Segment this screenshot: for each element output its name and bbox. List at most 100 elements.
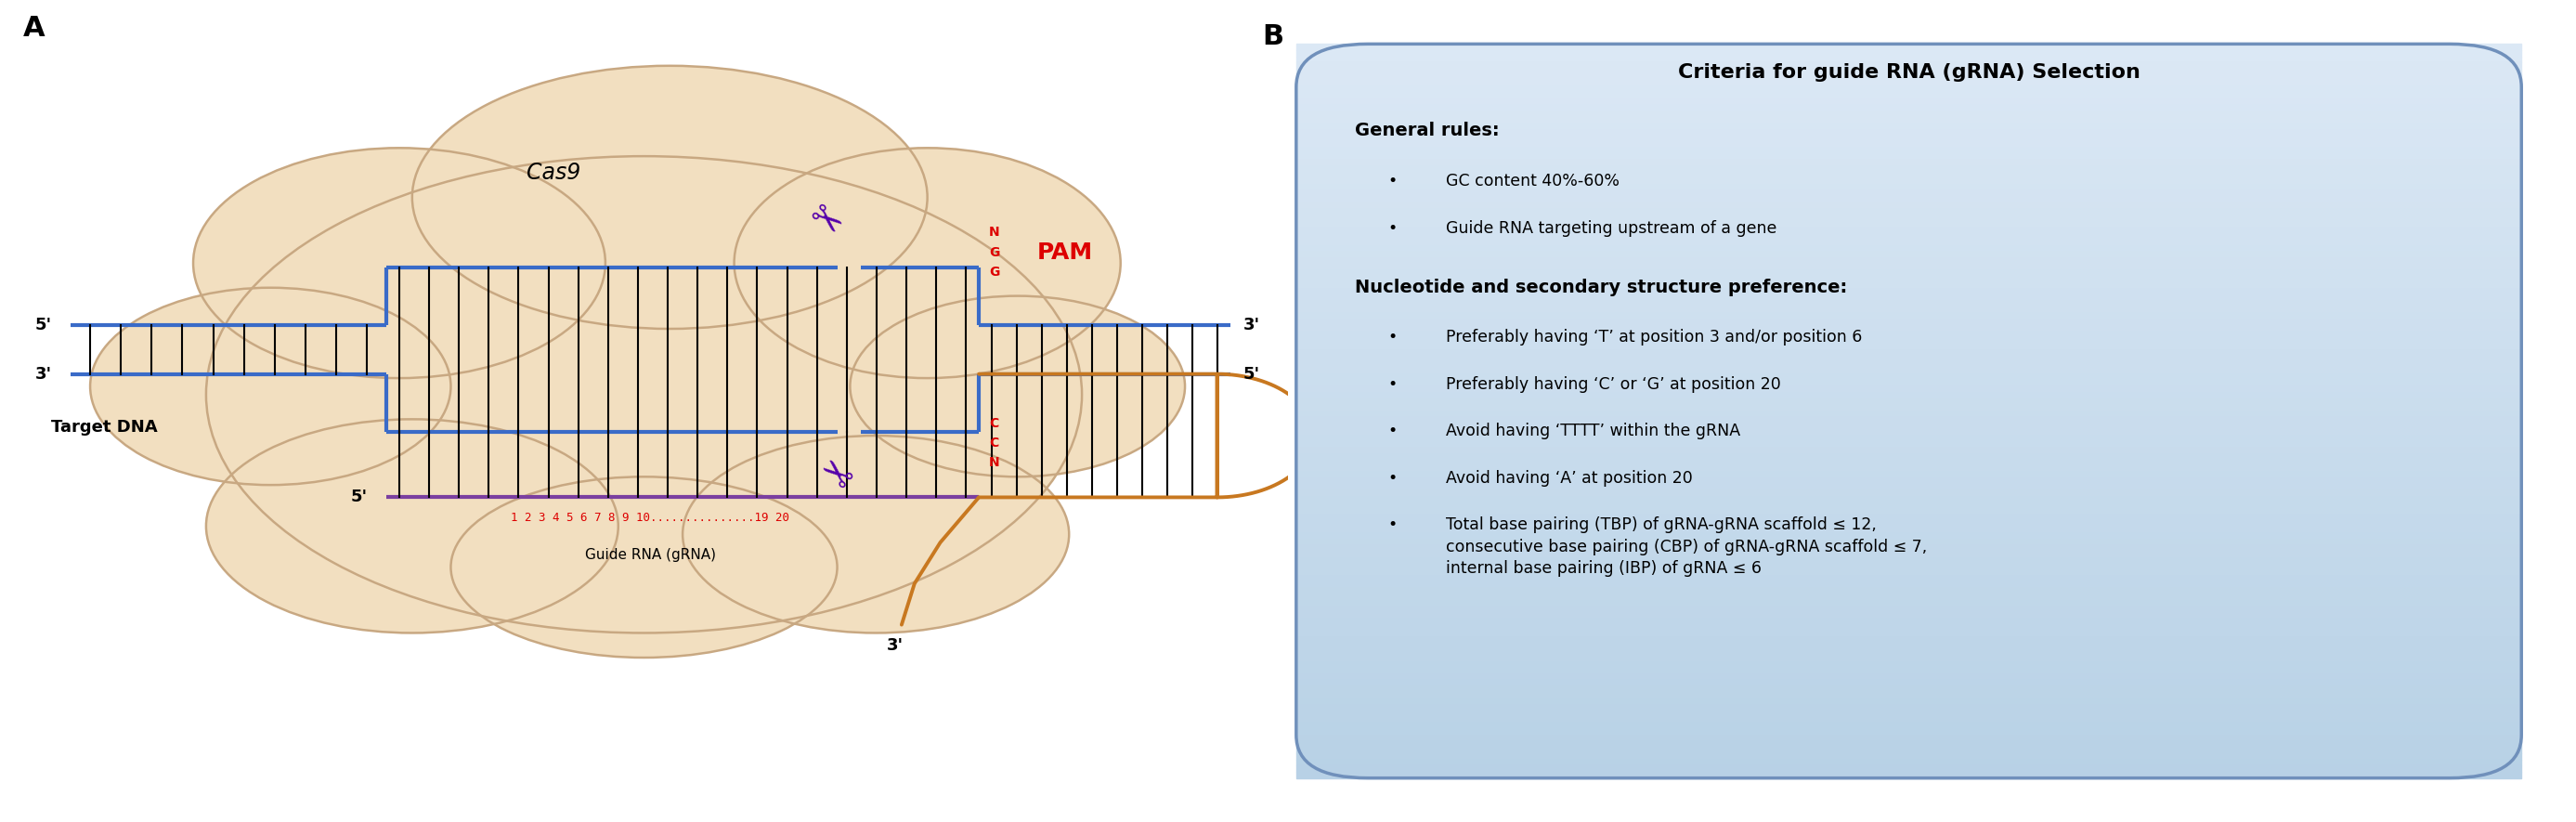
Bar xyxy=(1296,558,2522,564)
Bar xyxy=(1296,233,2522,240)
Bar xyxy=(1296,527,2522,533)
Bar xyxy=(1296,252,2522,258)
Bar xyxy=(1296,356,2522,362)
Bar xyxy=(1296,674,2522,680)
Text: Nucleotide and secondary structure preference:: Nucleotide and secondary structure prefe… xyxy=(1355,278,1847,296)
Text: •: • xyxy=(1388,516,1396,533)
Text: PAM: PAM xyxy=(1036,241,1092,264)
Text: G: G xyxy=(989,266,999,279)
Text: 1 2 3 4 5 6 7 8 9 10...............19 20: 1 2 3 4 5 6 7 8 9 10...............19 20 xyxy=(510,512,791,524)
Bar xyxy=(1296,313,2522,319)
Text: ✂: ✂ xyxy=(799,196,850,247)
Bar xyxy=(1296,589,2522,594)
Bar xyxy=(1296,56,2522,62)
Bar xyxy=(1296,429,2522,436)
Bar xyxy=(1296,136,2522,142)
Text: 3': 3' xyxy=(1244,316,1260,333)
Bar xyxy=(1296,662,2522,668)
Text: 5': 5' xyxy=(1244,366,1260,382)
Bar xyxy=(1296,509,2522,515)
Bar xyxy=(1296,448,2522,454)
Bar xyxy=(1296,411,2522,417)
Bar xyxy=(1296,680,2522,686)
Bar xyxy=(1296,503,2522,509)
Text: Cas9: Cas9 xyxy=(528,161,580,184)
Text: General rules:: General rules: xyxy=(1355,122,1499,140)
Bar xyxy=(1296,123,2522,130)
Bar xyxy=(1296,491,2522,496)
Bar xyxy=(1296,381,2522,386)
Bar xyxy=(1296,582,2522,589)
Bar xyxy=(1296,649,2522,656)
Bar xyxy=(1296,570,2522,576)
Bar xyxy=(1296,295,2522,301)
Bar xyxy=(1296,637,2522,644)
Text: 5': 5' xyxy=(33,316,52,333)
Ellipse shape xyxy=(683,436,1069,633)
Ellipse shape xyxy=(412,66,927,329)
Text: Guide RNA targeting upstream of a gene: Guide RNA targeting upstream of a gene xyxy=(1445,219,1777,237)
Text: N: N xyxy=(989,226,999,239)
Bar xyxy=(1296,399,2522,405)
Bar xyxy=(1296,772,2522,778)
Bar xyxy=(1296,283,2522,289)
Bar xyxy=(1296,741,2522,747)
Bar xyxy=(1296,766,2522,772)
Text: •: • xyxy=(1388,376,1396,393)
Bar xyxy=(1296,87,2522,93)
Bar xyxy=(1296,393,2522,399)
Bar xyxy=(1296,331,2522,338)
Bar xyxy=(1296,423,2522,429)
Bar xyxy=(1296,368,2522,374)
Bar xyxy=(1296,613,2522,619)
Bar xyxy=(1296,338,2522,344)
Bar xyxy=(1296,185,2522,191)
Ellipse shape xyxy=(734,148,1121,378)
Bar xyxy=(1296,478,2522,484)
Bar xyxy=(1296,515,2522,521)
Bar xyxy=(1296,625,2522,631)
Bar xyxy=(1296,307,2522,313)
Bar xyxy=(1296,466,2522,472)
Bar xyxy=(1296,546,2522,552)
Text: Avoid having ‘TTTT’ within the gRNA: Avoid having ‘TTTT’ within the gRNA xyxy=(1445,423,1741,440)
Bar xyxy=(1296,166,2522,173)
Text: •: • xyxy=(1388,469,1396,487)
Text: 3': 3' xyxy=(886,637,904,653)
Bar xyxy=(1296,533,2522,539)
Bar xyxy=(1296,760,2522,766)
Bar xyxy=(1296,62,2522,68)
Bar xyxy=(1296,209,2522,215)
Bar xyxy=(1296,576,2522,582)
Bar xyxy=(1296,240,2522,246)
Bar xyxy=(1296,50,2522,56)
Bar xyxy=(1296,386,2522,393)
Text: N: N xyxy=(989,456,999,469)
Bar xyxy=(1296,441,2522,448)
Bar xyxy=(1296,350,2522,356)
Bar xyxy=(1296,521,2522,527)
Bar xyxy=(1296,344,2522,350)
Text: Total base pairing (TBP) of gRNA-gRNA scaffold ≤ 12,
consecutive base pairing (C: Total base pairing (TBP) of gRNA-gRNA sc… xyxy=(1445,516,1927,577)
Bar xyxy=(1296,289,2522,295)
Bar xyxy=(1296,594,2522,601)
Bar xyxy=(1296,118,2522,123)
Bar xyxy=(1296,215,2522,221)
Bar xyxy=(1296,436,2522,441)
Bar xyxy=(1296,631,2522,637)
Bar xyxy=(1296,203,2522,209)
Bar xyxy=(1296,484,2522,491)
Ellipse shape xyxy=(206,419,618,633)
Bar xyxy=(1296,173,2522,178)
Bar xyxy=(1296,362,2522,368)
Bar xyxy=(1296,270,2522,276)
Bar xyxy=(1296,699,2522,704)
Bar xyxy=(1296,552,2522,558)
Text: A: A xyxy=(23,15,46,42)
Bar xyxy=(1296,735,2522,741)
Bar xyxy=(1296,148,2522,154)
Text: •: • xyxy=(1388,173,1396,190)
Bar xyxy=(1296,276,2522,283)
Bar xyxy=(1296,178,2522,185)
Bar xyxy=(1296,754,2522,760)
